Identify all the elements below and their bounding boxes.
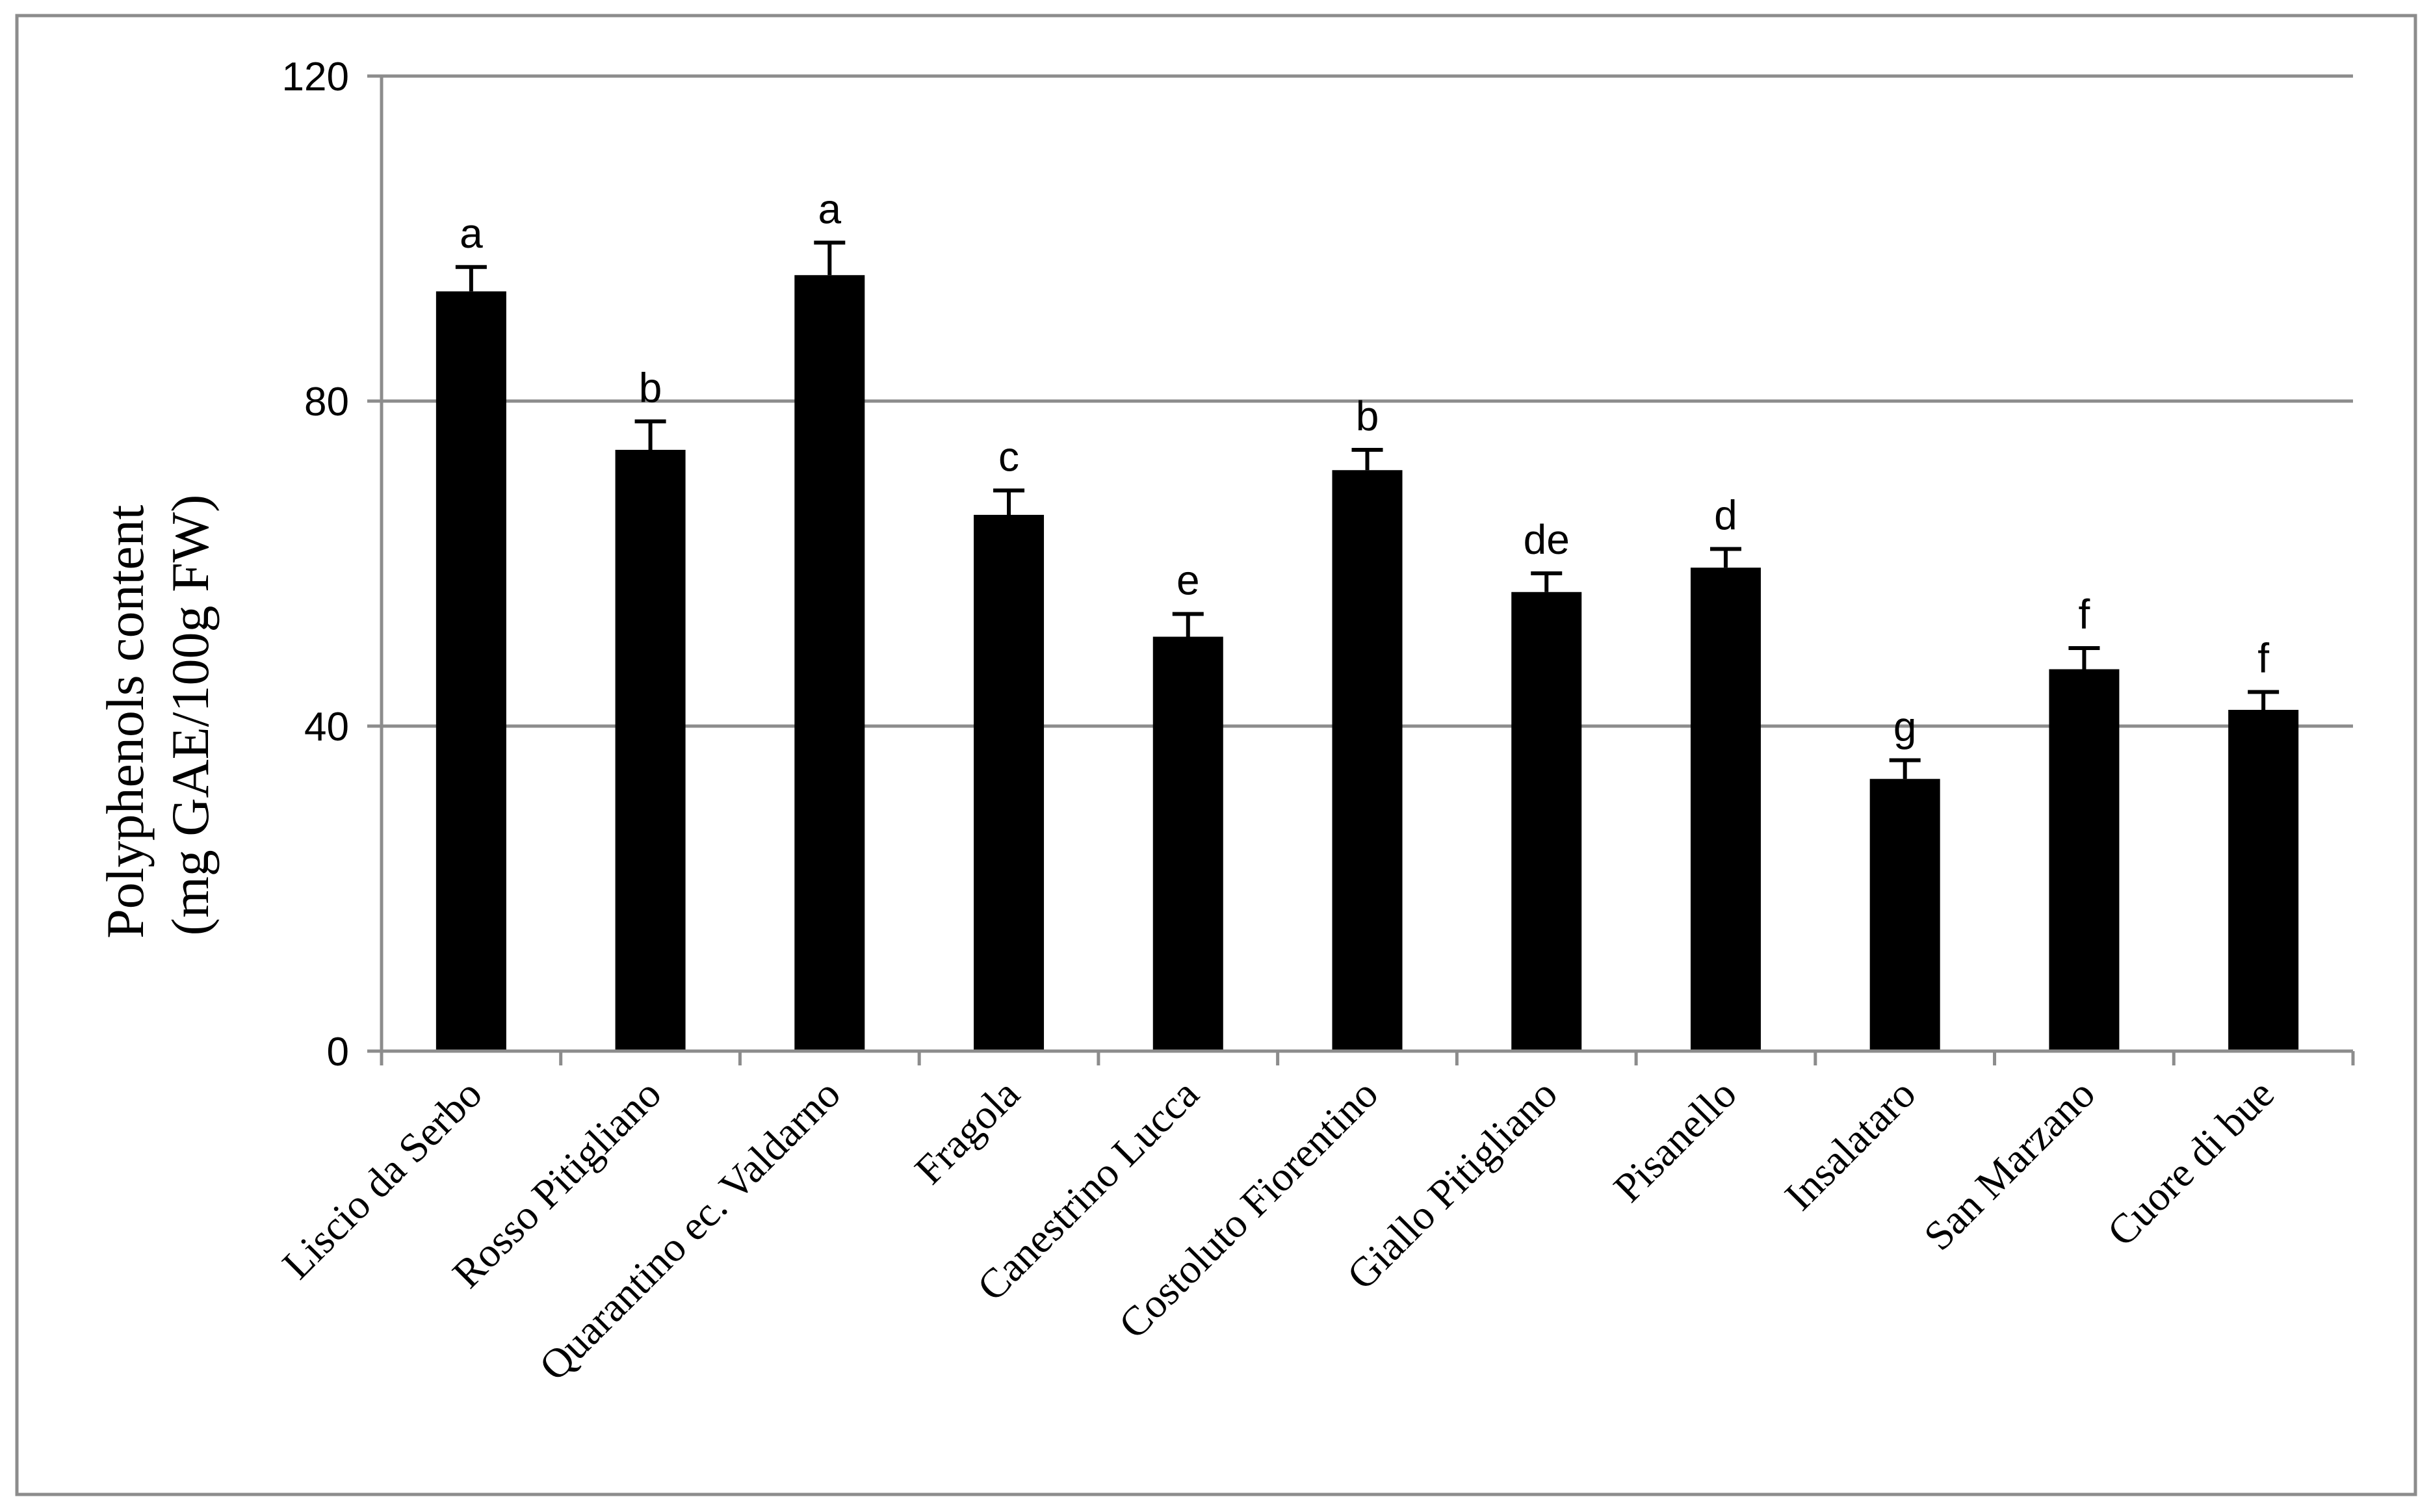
significance-label: c bbox=[998, 434, 1019, 480]
significance-label: d bbox=[1714, 492, 1737, 539]
significance-label: b bbox=[639, 364, 662, 411]
y-axis-title-line-1: Polyphenols content bbox=[96, 504, 155, 939]
bar bbox=[1690, 567, 1761, 1051]
significance-label: f bbox=[2079, 591, 2090, 638]
bar bbox=[2049, 669, 2120, 1051]
bars bbox=[436, 241, 2299, 1051]
bar bbox=[794, 275, 865, 1051]
significance-label: a bbox=[460, 210, 483, 257]
significance-label: e bbox=[1176, 557, 1200, 604]
bar bbox=[1332, 470, 1403, 1051]
bar bbox=[436, 291, 506, 1051]
y-tick-labels: 0 40 80 120 bbox=[282, 55, 349, 1075]
axes bbox=[367, 74, 2355, 1065]
significance-label: a bbox=[818, 185, 842, 232]
y-axis-title-line-2: (mg GAE/100g FW) bbox=[161, 495, 220, 936]
bar bbox=[1869, 779, 1940, 1051]
y-tick-label: 80 bbox=[304, 380, 349, 424]
y-axis-title: Polyphenols content (mg GAE/100g FW) bbox=[96, 491, 220, 939]
significance-letters: a b a c e b de d g f f bbox=[460, 185, 2269, 749]
bar bbox=[1152, 636, 1223, 1051]
bar bbox=[974, 515, 1045, 1051]
significance-label: f bbox=[2257, 635, 2269, 682]
y-tick-label: 120 bbox=[282, 55, 349, 99]
bar bbox=[1511, 592, 1582, 1051]
significance-label: de bbox=[1524, 516, 1570, 563]
bar bbox=[615, 450, 686, 1051]
y-tick-label: 0 bbox=[327, 1030, 349, 1075]
y-tick-label: 40 bbox=[304, 705, 349, 749]
significance-label: b bbox=[1356, 393, 1379, 439]
bar bbox=[2228, 710, 2299, 1051]
significance-label: g bbox=[1893, 703, 1917, 750]
